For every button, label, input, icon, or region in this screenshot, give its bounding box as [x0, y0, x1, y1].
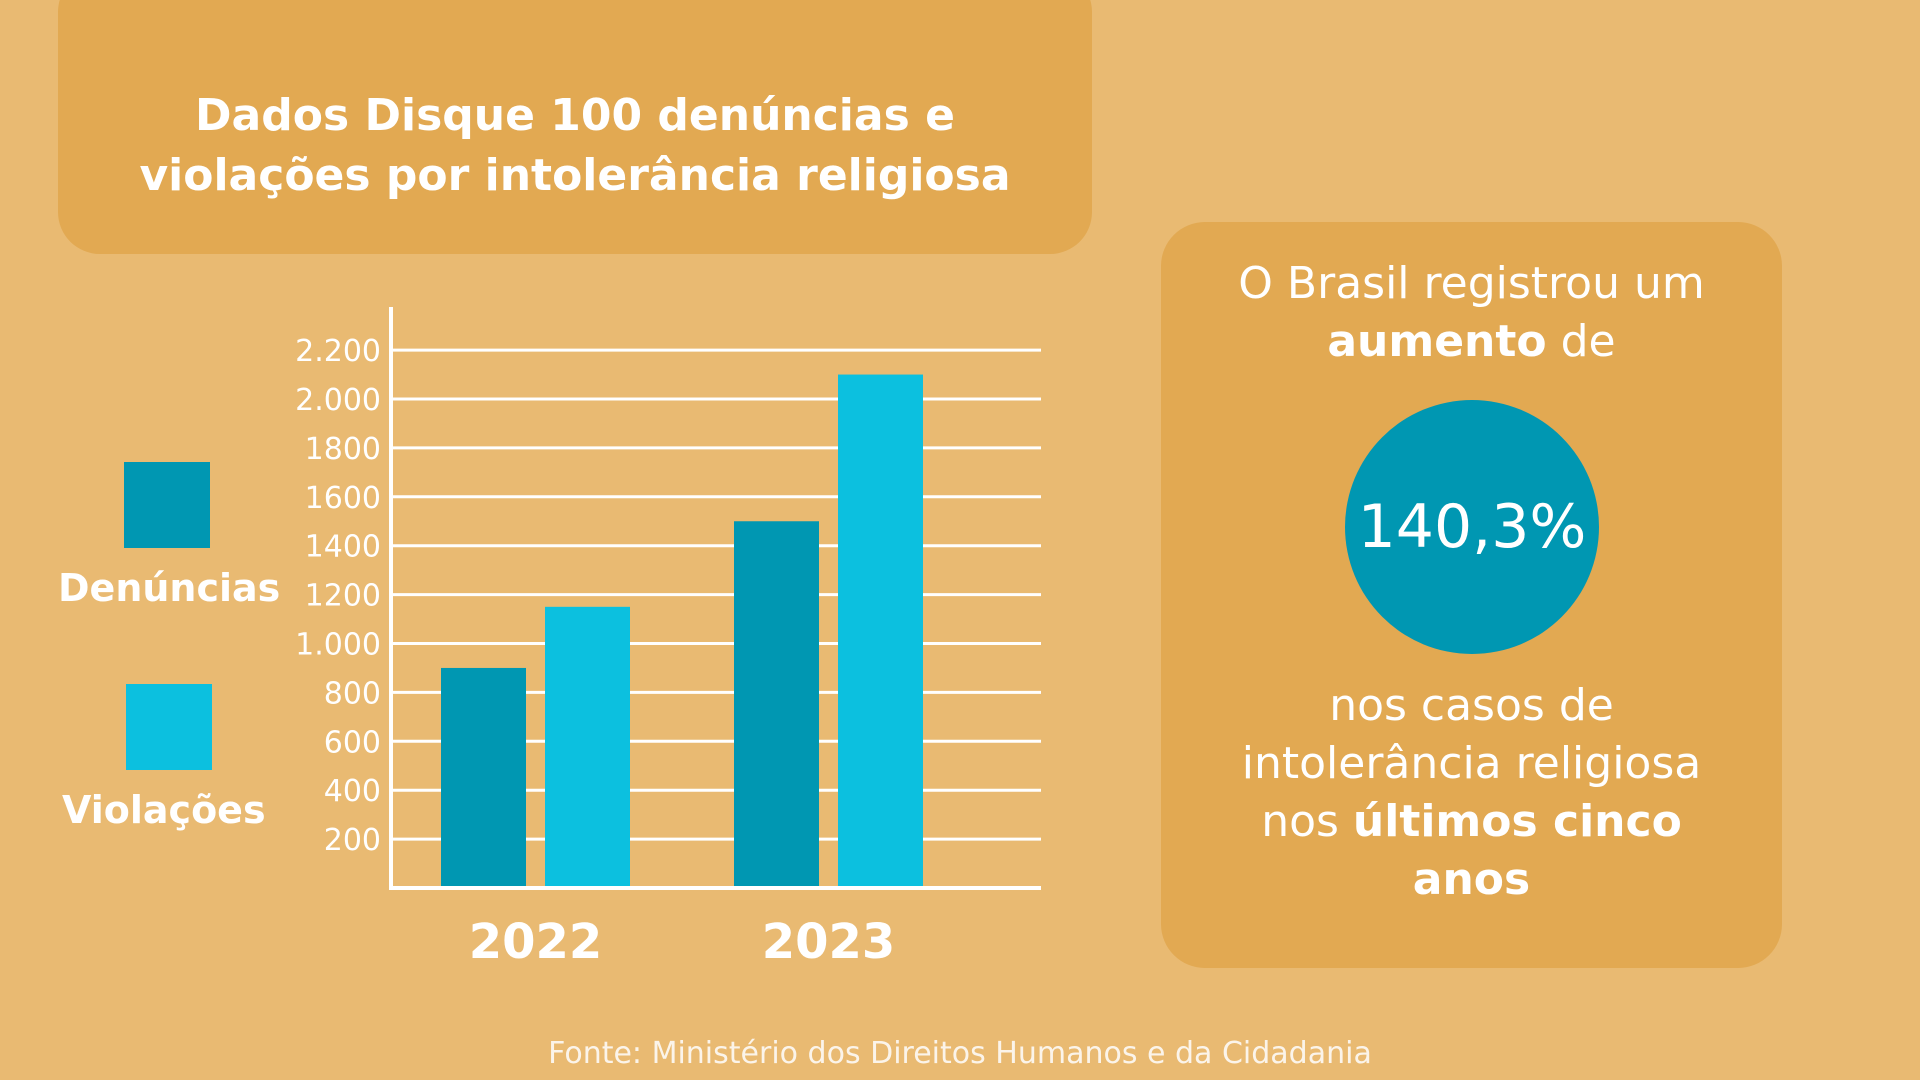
bar-violações-2022 — [545, 606, 630, 888]
y-tick-label: 200 — [324, 823, 381, 858]
y-tick-label: 800 — [324, 676, 381, 711]
legend-swatch-violacoes — [126, 684, 212, 770]
y-tick-label: 2.000 — [295, 383, 381, 418]
highlight-line-2: aumento de — [1161, 316, 1782, 367]
bar-denúncias-2023 — [734, 521, 819, 888]
percentage-value: 140,3% — [1357, 492, 1587, 562]
y-tick-label: 400 — [324, 774, 381, 809]
highlight-line-5: nos últimos cinco — [1161, 796, 1782, 847]
y-tick-label: 600 — [324, 725, 381, 760]
bars — [441, 374, 923, 888]
highlight-line-6: anos — [1161, 854, 1782, 905]
axis-labels: 200 400 600 800 1.000 1200 1400 1600 1800 2.000 2.… — [295, 334, 895, 970]
highlight-line-1: O Brasil registrou um — [1238, 258, 1705, 309]
x-tick-label: 2023 — [762, 914, 896, 970]
legend-label-denuncias: Denúncias — [58, 566, 281, 610]
page-title: Dados Disque 100 denúncias e violações p… — [139, 86, 1010, 206]
y-tick-label: 1200 — [305, 579, 381, 614]
highlight-bold-aumento: aumento — [1327, 316, 1547, 367]
bar-violações-2023 — [838, 374, 923, 888]
highlight-bold-ultimos: últimos cinco — [1352, 796, 1682, 847]
source-note: Fonte: Ministério dos Direitos Humanos e… — [548, 1036, 1372, 1071]
legend-swatch-denuncias — [124, 462, 210, 548]
title-line-1: Dados Disque 100 denúncias e — [195, 90, 955, 141]
highlight-line-2-rest: de — [1546, 316, 1616, 367]
legend-label-violacoes: Violações — [62, 788, 266, 832]
axes — [389, 307, 1041, 890]
y-tick-label: 1.000 — [295, 628, 381, 663]
highlight-line-3: nos casos de — [1329, 680, 1614, 731]
highlight-card: O Brasil registrou um aumento de 140,3% … — [1161, 222, 1782, 968]
highlight-bold-anos: anos — [1412, 854, 1531, 905]
x-tick-label: 2022 — [469, 914, 603, 970]
y-tick-label: 1400 — [305, 530, 381, 565]
highlight-line-5-pre: nos — [1261, 796, 1353, 847]
bar-denúncias-2022 — [441, 667, 526, 888]
percentage-circle: 140,3% — [1345, 400, 1599, 654]
y-tick-label: 1800 — [305, 432, 381, 467]
y-tick-label: 2.200 — [295, 334, 381, 369]
highlight-line-4: intolerância religiosa — [1241, 738, 1702, 789]
title-box: Dados Disque 100 denúncias e violações p… — [58, 0, 1092, 254]
y-tick-label: 1600 — [305, 481, 381, 516]
title-line-2: violações por intolerância religiosa — [139, 150, 1011, 201]
